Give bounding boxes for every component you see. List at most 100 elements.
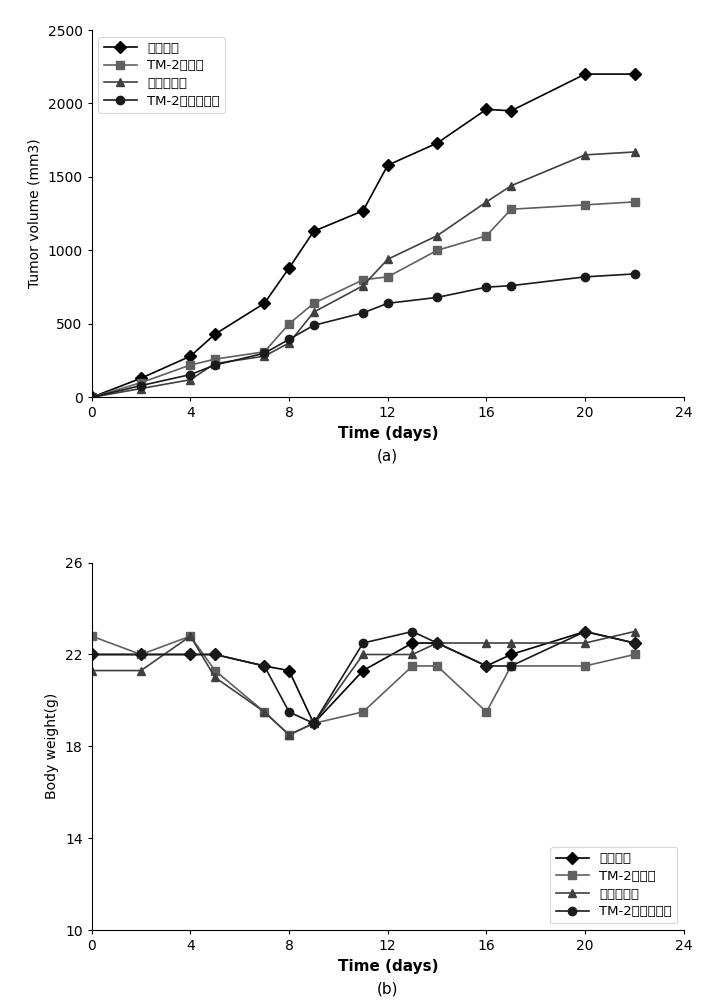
空白对照: [482, 660, 491, 672]
TM-2溶液组: [186, 359, 195, 371]
阳性对照组: [507, 180, 515, 192]
TM-2脂质微球组: [433, 637, 441, 649]
阳性对照组: [137, 383, 145, 395]
空白对照: [309, 225, 318, 237]
空白对照: [630, 637, 639, 649]
空白对照: [507, 648, 515, 660]
TM-2脂质微球组: [359, 637, 367, 649]
TM-2溶液组: [581, 660, 589, 672]
TM-2溶液组: [581, 199, 589, 211]
阳性对照组: [285, 729, 293, 741]
TM-2脂质微球组: [137, 648, 145, 660]
Line: TM-2溶液组: TM-2溶液组: [87, 198, 639, 402]
TM-2脂质微球组: [482, 660, 491, 672]
空白对照: [87, 648, 96, 660]
阳性对照组: [211, 358, 219, 370]
阳性对照组: [433, 637, 441, 649]
TM-2脂质微球组: [482, 281, 491, 293]
TM-2脂质微球组: [630, 268, 639, 280]
空白对照: [186, 350, 195, 362]
阳性对照组: [630, 626, 639, 638]
阳性对照组: [359, 648, 367, 660]
阳性对照组: [359, 280, 367, 292]
TM-2脂质微球组: [285, 333, 293, 345]
TM-2脂质微球组: [581, 271, 589, 283]
TM-2溶液组: [137, 648, 145, 660]
TM-2溶液组: [87, 630, 96, 642]
TM-2溶液组: [433, 660, 441, 672]
TM-2脂质微球组: [507, 660, 515, 672]
TM-2脂质微球组: [87, 391, 96, 403]
TM-2溶液组: [211, 665, 219, 677]
TM-2脂质微球组: [309, 717, 318, 729]
TM-2溶液组: [433, 244, 441, 256]
TM-2溶液组: [507, 660, 515, 672]
阳性对照组: [630, 146, 639, 158]
空白对照: [408, 637, 417, 649]
空白对照: [186, 648, 195, 660]
TM-2脂质微球组: [507, 280, 515, 292]
TM-2脂质微球组: [211, 648, 219, 660]
阳性对照组: [260, 706, 269, 718]
阳性对照组: [581, 637, 589, 649]
空白对照: [211, 328, 219, 340]
TM-2脂质微球组: [211, 359, 219, 371]
Legend: 空白对照, TM-2溶液组, 阳性对照组, TM-2脂质微球组: 空白对照, TM-2溶液组, 阳性对照组, TM-2脂质微球组: [98, 37, 225, 113]
空白对照: [309, 717, 318, 729]
阳性对照组: [482, 196, 491, 208]
Y-axis label: Tumor volume (mm3): Tumor volume (mm3): [28, 139, 42, 288]
空白对照: [260, 297, 269, 309]
空白对照: [359, 665, 367, 677]
TM-2溶液组: [260, 346, 269, 358]
空白对照: [359, 205, 367, 217]
TM-2溶液组: [630, 196, 639, 208]
TM-2脂质微球组: [285, 706, 293, 718]
TM-2脂质微球组: [186, 369, 195, 381]
空白对照: [581, 68, 589, 80]
空白对照: [433, 637, 441, 649]
空白对照: [507, 105, 515, 117]
阳性对照组: [87, 391, 96, 403]
空白对照: [581, 626, 589, 638]
Text: (b): (b): [377, 981, 398, 996]
阳性对照组: [211, 671, 219, 683]
TM-2溶液组: [384, 271, 392, 283]
阳性对照组: [433, 230, 441, 242]
空白对照: [384, 159, 392, 171]
阳性对照组: [408, 648, 417, 660]
TM-2脂质微球组: [309, 319, 318, 331]
阳性对照组: [137, 665, 145, 677]
TM-2溶液组: [507, 203, 515, 215]
TM-2溶液组: [285, 729, 293, 741]
Line: TM-2脂质微球组: TM-2脂质微球组: [87, 627, 639, 728]
空白对照: [87, 391, 96, 403]
TM-2脂质微球组: [186, 648, 195, 660]
TM-2脂质微球组: [87, 648, 96, 660]
阳性对照组: [186, 630, 195, 642]
阳性对照组: [285, 337, 293, 349]
空白对照: [260, 660, 269, 672]
阳性对照组: [186, 374, 195, 386]
TM-2脂质微球组: [137, 380, 145, 392]
TM-2脂质微球组: [581, 626, 589, 638]
空白对照: [285, 262, 293, 274]
阳性对照组: [309, 306, 318, 318]
TM-2脂质微球组: [260, 347, 269, 359]
TM-2脂质微球组: [433, 291, 441, 303]
Legend: 空白对照, TM-2溶液组, 阳性对照组, TM-2脂质微球组: 空白对照, TM-2溶液组, 阳性对照组, TM-2脂质微球组: [551, 847, 678, 923]
空白对照: [211, 648, 219, 660]
空白对照: [482, 103, 491, 115]
TM-2溶液组: [186, 630, 195, 642]
阳性对照组: [260, 350, 269, 362]
阳性对照组: [87, 665, 96, 677]
阳性对照组: [507, 637, 515, 649]
TM-2溶液组: [482, 706, 491, 718]
阳性对照组: [482, 637, 491, 649]
TM-2脂质微球组: [260, 660, 269, 672]
X-axis label: Time (days): Time (days): [338, 426, 438, 441]
Y-axis label: Body weight(g): Body weight(g): [45, 693, 59, 799]
空白对照: [137, 648, 145, 660]
TM-2溶液组: [285, 318, 293, 330]
空白对照: [433, 137, 441, 149]
阳性对照组: [384, 253, 392, 265]
